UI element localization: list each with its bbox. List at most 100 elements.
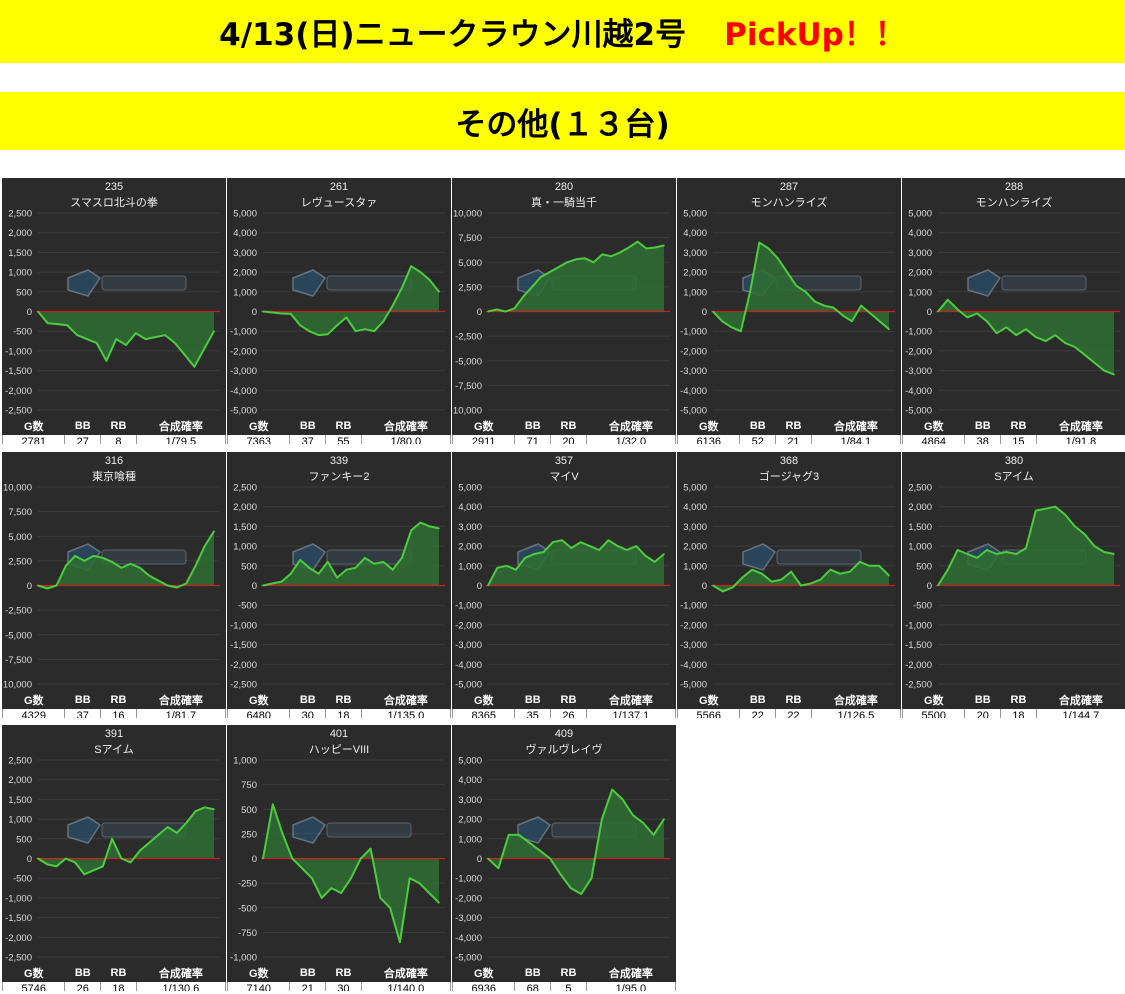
machine-panel: 380 Sアイム 2,500 2,000 1,500 1,000 500 0 -500 -1,00… <box>902 452 1125 718</box>
stat-value: 26 <box>64 981 102 991</box>
stat-value: 30 <box>289 708 327 718</box>
data-point <box>986 549 988 551</box>
data-point <box>575 258 577 261</box>
stat-header: BB <box>739 691 777 709</box>
y-tick-label: 1,000 <box>233 287 257 298</box>
data-point <box>533 553 536 555</box>
data-point <box>428 279 431 281</box>
data-point <box>522 295 524 298</box>
data-point <box>1093 361 1096 364</box>
y-tick-label: 1,500 <box>8 795 32 806</box>
y-tick-label: -2,500 <box>5 606 32 617</box>
stat-header: RB <box>325 691 362 709</box>
y-tick-label: -3,000 <box>680 366 707 377</box>
stat-value: 26 <box>550 708 587 718</box>
title-banner: 4/13(日)ニュークラウン川越2号 PickUp！！ <box>0 0 1125 63</box>
stat-value: 1/80.0 <box>360 434 451 444</box>
data-point <box>144 338 147 340</box>
stat-header: BB <box>964 691 1002 709</box>
stat-header: 合成確率 <box>135 691 226 709</box>
area-fill <box>488 241 664 312</box>
slump-chart: 2,500 2,000 1,500 1,000 500 0 -500 -1,000 -1,500… <box>5 209 220 417</box>
y-tick-label: 0 <box>252 854 257 865</box>
y-tick-label: 2,000 <box>8 228 32 239</box>
y-tick-label: 2,000 <box>233 502 257 513</box>
stat-value: 68 <box>514 981 552 991</box>
slump-chart: 2,500 2,000 1,500 1,000 500 0 -500 -1,000 -1,500… <box>230 483 445 691</box>
y-tick-label: -2,500 <box>905 680 932 691</box>
data-point <box>148 841 150 844</box>
data-point <box>1015 334 1017 336</box>
data-point <box>722 590 724 593</box>
y-tick-label: -3,000 <box>455 640 482 651</box>
y-tick-label: -2,000 <box>230 346 257 357</box>
machine-panel: 280 真・一騎当千 10,000 7,500 5,000 2,500 0 -2,500 -5,… <box>452 178 676 444</box>
slump-chart: 5,000 4,000 3,000 2,000 1,000 0 -1,000 -2,000 -3… <box>680 209 895 417</box>
data-point <box>336 324 338 327</box>
stat-header: BB <box>64 964 102 982</box>
stat-value: 1/91.8 <box>1035 434 1125 444</box>
data-point <box>418 882 421 884</box>
data-point <box>280 312 283 315</box>
y-tick-label: 2,000 <box>8 775 32 786</box>
y-tick-label: -4,000 <box>455 933 482 944</box>
y-tick-label: 0 <box>477 581 482 592</box>
y-tick-label: -1,500 <box>230 640 257 651</box>
data-point <box>829 568 832 571</box>
stat-header: RB <box>1000 417 1037 435</box>
y-tick-label: 2,000 <box>458 815 482 826</box>
machine-name: スマスロ北斗の拳 <box>70 197 158 209</box>
y-tick-label: -5,000 <box>5 630 32 641</box>
data-point <box>1035 509 1037 512</box>
y-tick-label: -3,000 <box>230 366 257 377</box>
machine-name: マイV <box>549 471 579 483</box>
data-point <box>730 326 733 329</box>
data-point <box>1044 340 1047 342</box>
data-point <box>663 244 665 247</box>
machine-number: 391 <box>104 728 124 740</box>
data-point <box>92 555 95 557</box>
y-tick-label: 5,000 <box>908 209 932 220</box>
stat-value: 7140 <box>227 981 291 991</box>
machine-name: レヴュースタァ <box>300 197 378 209</box>
subtitle-banner: その他(１３台) <box>0 92 1125 150</box>
data-point <box>800 584 802 587</box>
stat-header: G数 <box>227 691 291 709</box>
data-point <box>299 559 301 561</box>
data-point <box>497 867 500 870</box>
stat-header: RB <box>100 964 137 982</box>
machine-panel: 409 ヴァルヴレイヴ 5,000 4,000 3,000 2,000 1,000 0 -1,0… <box>452 725 676 991</box>
data-point <box>135 332 137 334</box>
data-point <box>65 857 67 860</box>
data-point <box>566 261 568 264</box>
data-point <box>262 857 264 860</box>
y-tick-label: -1,000 <box>680 327 707 338</box>
data-point <box>164 334 166 336</box>
y-tick-label: 4,000 <box>683 228 707 239</box>
machine-name: ゴージャグ3 <box>758 471 820 483</box>
y-tick-label: 0 <box>927 307 932 318</box>
data-point <box>203 348 205 350</box>
machine-number: 409 <box>554 728 574 740</box>
data-point <box>47 322 49 325</box>
stat-header: RB <box>325 417 362 435</box>
data-point <box>524 557 526 559</box>
area-fill <box>713 561 889 592</box>
data-point <box>487 584 489 587</box>
stat-value: 5500 <box>902 708 966 718</box>
stat-value: 8365 <box>452 708 516 718</box>
stat-value: 1/130.6 <box>135 981 226 991</box>
machine-number: 401 <box>329 728 349 740</box>
y-tick-label: 500 <box>916 561 932 572</box>
data-point <box>272 803 274 806</box>
machine-name: ファンキー2 <box>308 471 370 483</box>
data-point <box>1005 326 1008 329</box>
y-tick-label: -5,000 <box>455 953 482 964</box>
stat-header: BB <box>289 417 327 435</box>
data-point <box>345 316 348 319</box>
y-tick-label: -2,000 <box>680 346 707 357</box>
area-fill <box>713 242 889 332</box>
y-tick-label: 1,000 <box>233 542 257 553</box>
y-tick-label: 0 <box>27 307 32 318</box>
y-tick-label: 1,500 <box>233 522 257 533</box>
